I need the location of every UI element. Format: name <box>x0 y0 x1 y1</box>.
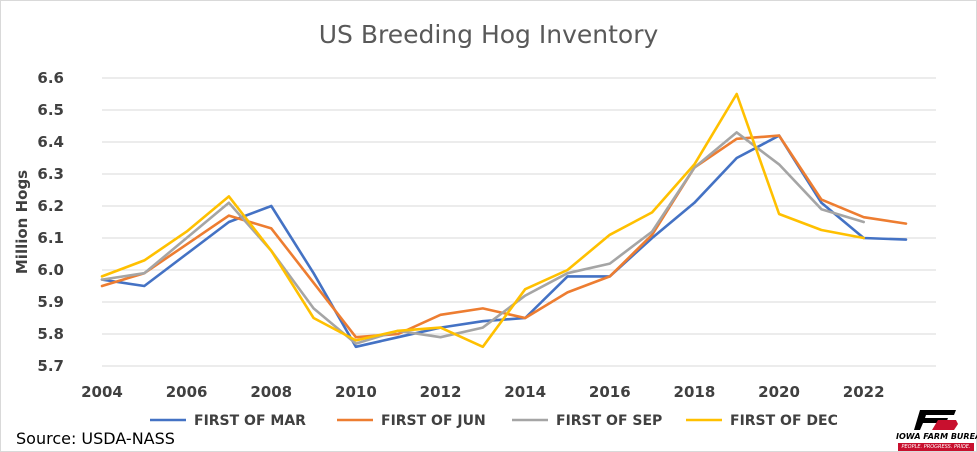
x-tick-label: 2014 <box>504 383 546 401</box>
legend-label-first-of-sep: FIRST OF SEP <box>556 413 662 429</box>
x-tick-label: 2004 <box>81 383 123 401</box>
chart-title: US Breeding Hog Inventory <box>318 20 659 49</box>
legend-label-first-of-dec: FIRST OF DEC <box>730 413 838 429</box>
series-line-first-of-sep <box>100 131 866 345</box>
y-tick-label: 6.4 <box>37 133 64 151</box>
x-tick-labels: 2004 2006 2008 2010 2012 2014 2016 2018 2020 2022 <box>81 383 884 401</box>
legend: FIRST OF MAR FIRST OF JUN FIRST OF SEP FIRS… <box>150 413 838 429</box>
x-tick-label: 2018 <box>674 383 716 401</box>
logo-tagline: PEOPLE. PROGRESS. PRIDE. <box>898 443 974 451</box>
series-line-first-of-jun <box>100 134 908 339</box>
iowa-farm-bureau-logo: IOWA FARM BUREAU PEOPLE. PROGRESS. PRIDE… <box>896 406 977 452</box>
x-tick-label: 2010 <box>335 383 377 401</box>
y-tick-label: 5.9 <box>37 293 64 311</box>
gridlines <box>102 77 936 367</box>
y-tick-label: 6.6 <box>37 69 64 87</box>
x-tick-label: 2006 <box>166 383 208 401</box>
x-tick-label: 2008 <box>250 383 292 401</box>
y-tick-label: 6.3 <box>37 165 64 183</box>
y-tick-labels: 5.7 5.8 5.9 6.0 6.1 6.2 6.3 6.4 6.5 6.6 <box>37 69 64 375</box>
fb-logo-icon <box>914 410 958 430</box>
x-tick-label: 2012 <box>420 383 462 401</box>
x-tick-label: 2020 <box>758 383 800 401</box>
legend-label-first-of-jun: FIRST OF JUN <box>381 413 486 429</box>
y-tick-label: 6.0 <box>37 261 64 279</box>
source-note: Source: USDA-NASS <box>16 429 175 448</box>
series-line-first-of-dec <box>100 92 866 349</box>
logo-name: IOWA FARM BUREAU <box>896 432 977 441</box>
y-tick-label: 6.5 <box>37 101 64 119</box>
y-tick-label: 5.7 <box>37 357 64 375</box>
series-lines <box>100 92 908 349</box>
series-line-first-of-mar <box>100 134 908 349</box>
y-tick-label: 6.1 <box>37 229 64 247</box>
x-tick-label: 2022 <box>843 383 885 401</box>
x-tick-label: 2016 <box>589 383 631 401</box>
y-tick-label: 5.8 <box>37 325 64 343</box>
y-tick-label: 6.2 <box>37 197 64 215</box>
legend-label-first-of-mar: FIRST OF MAR <box>194 413 306 429</box>
